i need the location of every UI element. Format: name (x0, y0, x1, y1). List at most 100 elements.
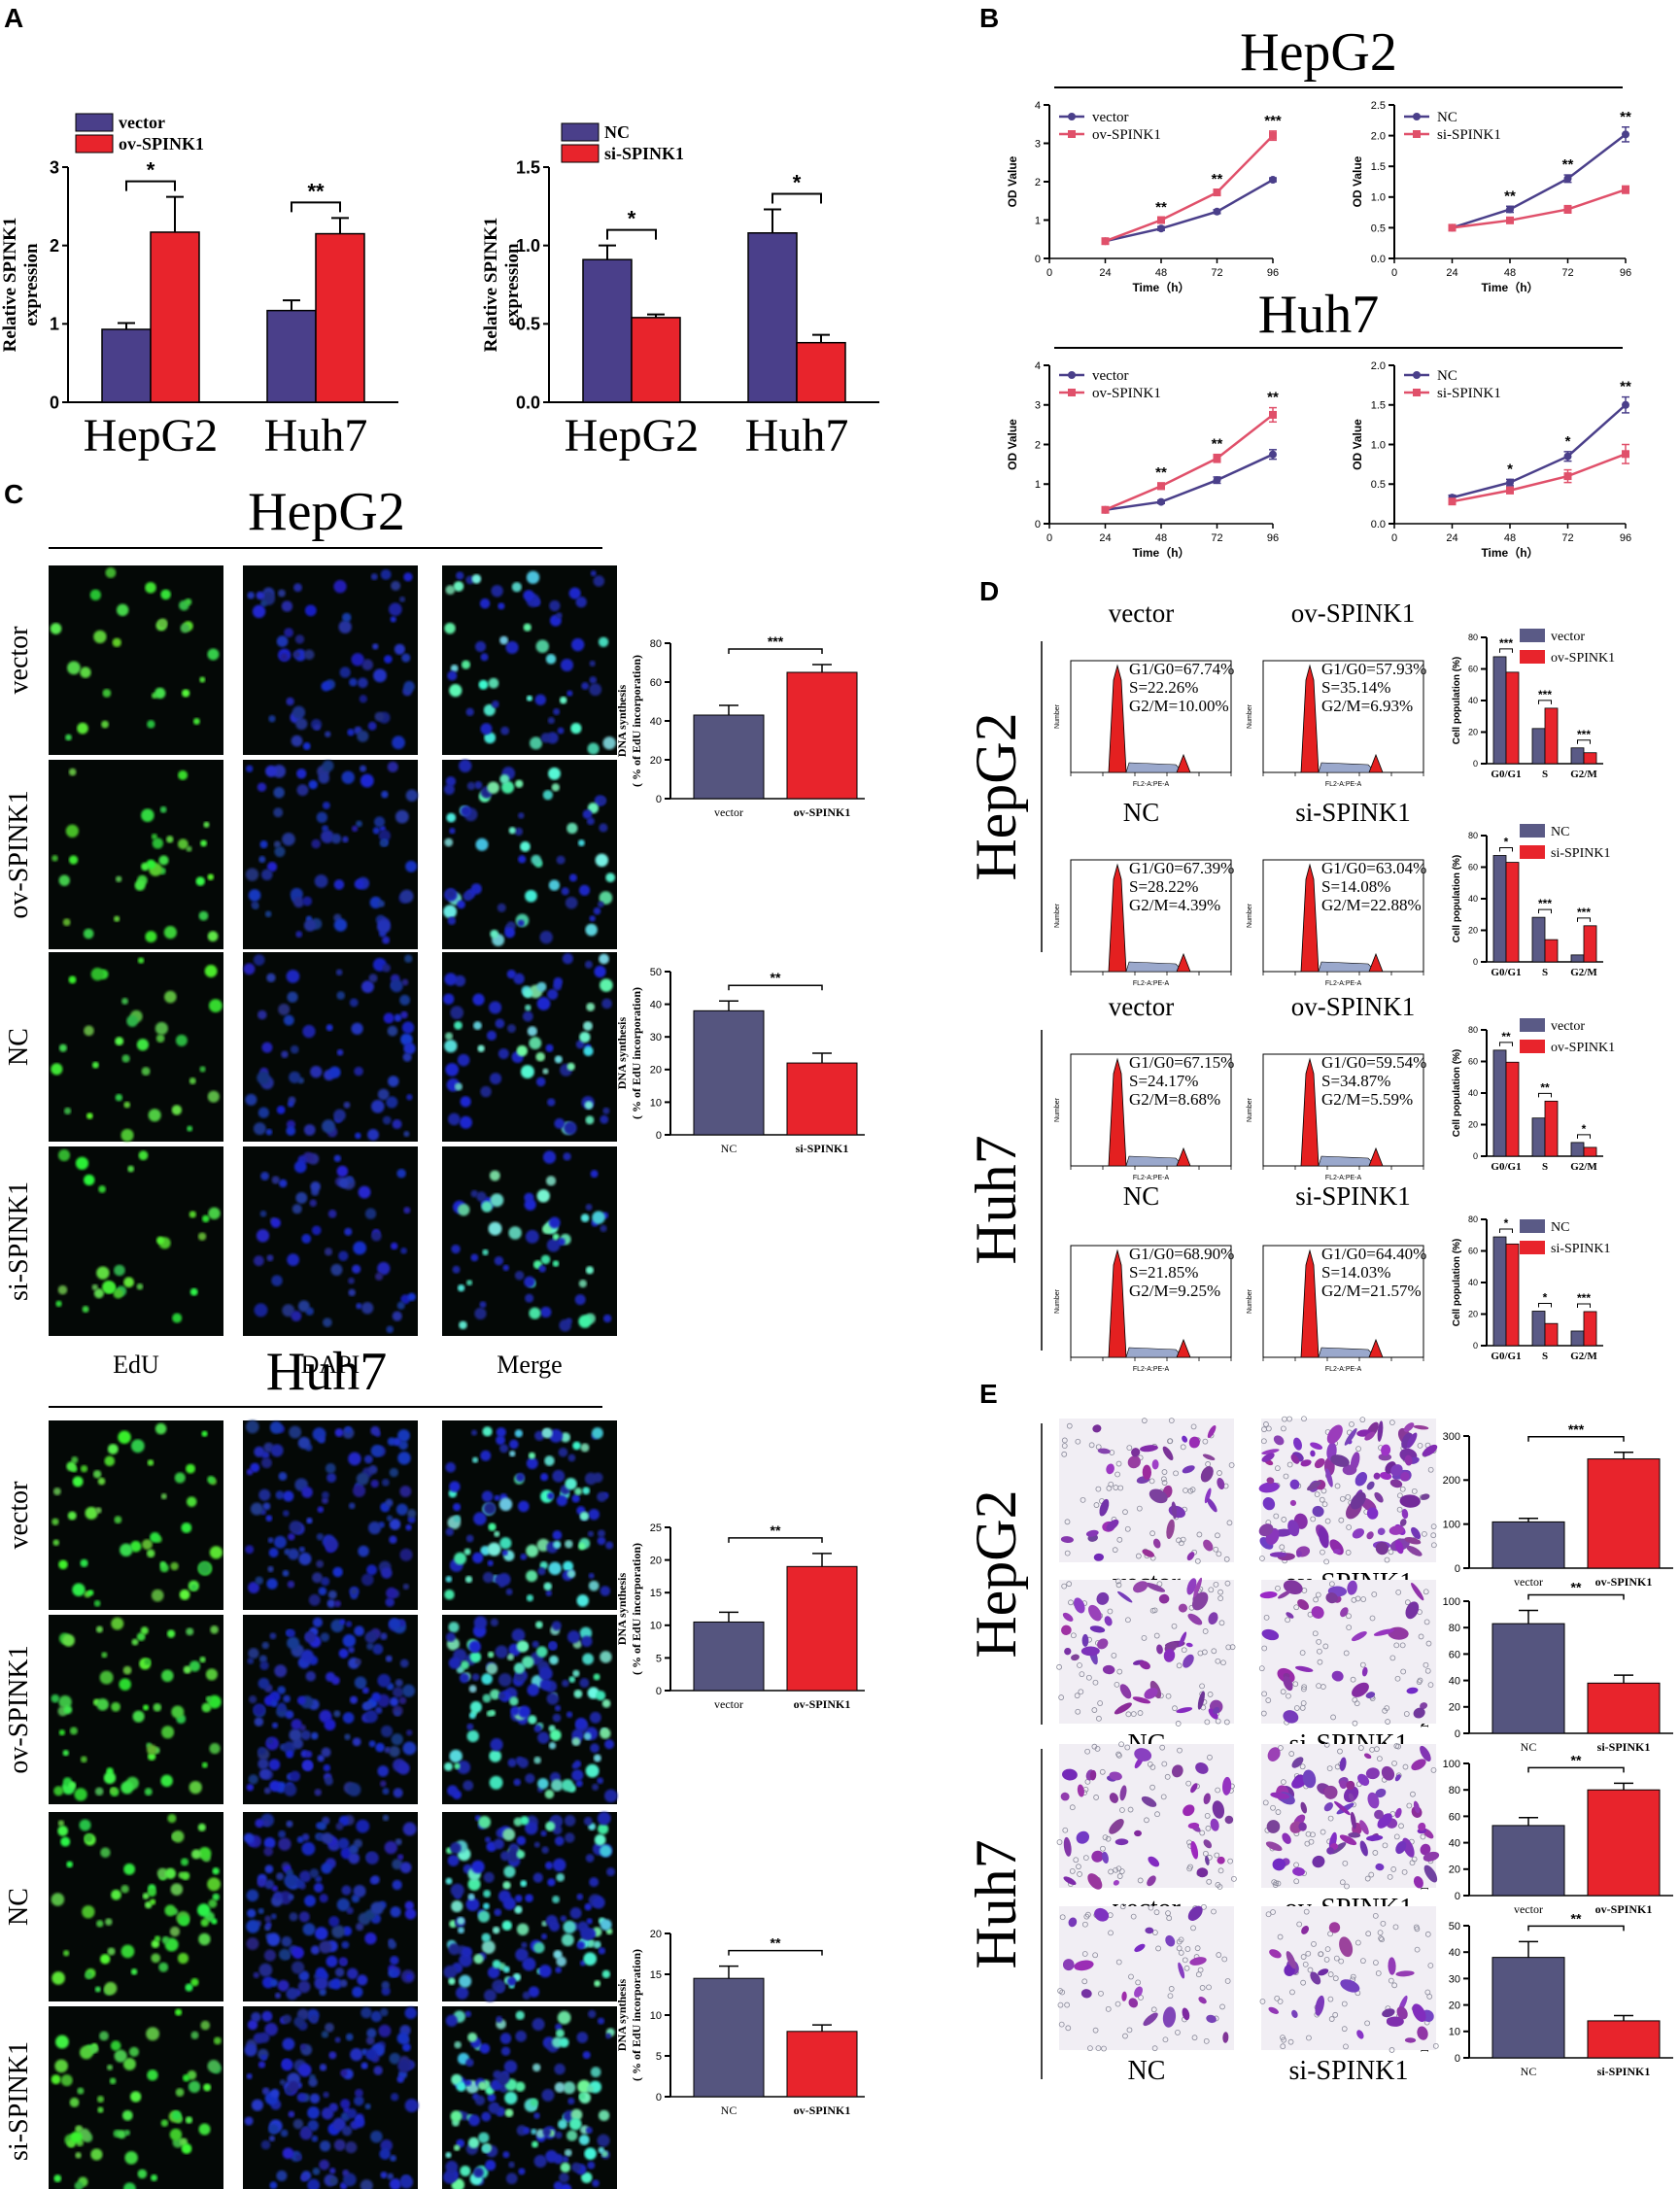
transwell-pore (1081, 1951, 1088, 1957)
invaded-cell (1258, 1523, 1274, 1537)
cell-nucleus (279, 1948, 291, 1961)
transwell-pore (1287, 2038, 1294, 2045)
B4-ytick-label: 2.0 (1371, 360, 1386, 372)
invaded-cell (1266, 1477, 1275, 1484)
cell-nucleus (389, 2177, 401, 2189)
cell-nucleus (589, 683, 602, 697)
cell-nucleus (269, 1780, 281, 1792)
cell-nucleus (66, 1861, 74, 1868)
invaded-cell (1291, 1757, 1304, 1768)
transwell-pore (1424, 1931, 1431, 1937)
cell-nucleus (280, 2129, 289, 2138)
cell-nucleus (154, 1935, 161, 1942)
cell-nucleus (401, 978, 409, 986)
cell-nucleus (52, 1539, 60, 1547)
invaded-cell (1333, 1549, 1342, 1555)
cell-nucleus (513, 973, 525, 985)
cell-nucleus (260, 1457, 272, 1469)
cell-nucleus (448, 1622, 460, 1633)
cell-nucleus (147, 1459, 154, 1466)
cell-nucleus (364, 1709, 378, 1724)
histogram-stat: G2/M=5.59% (1321, 1090, 1413, 1109)
transwell-pore (1091, 1743, 1098, 1750)
D3-sig-label: ** (1540, 1080, 1550, 1094)
invaded-cell (1325, 1592, 1338, 1604)
cell-nucleus (257, 1071, 270, 1085)
cell-nucleus (154, 1021, 168, 1036)
cell-nucleus (356, 1472, 369, 1486)
D4-category-label: G2/M (1570, 1351, 1597, 1362)
D2-ytick-label: 40 (1468, 894, 1478, 904)
D3-ytick-label: 0 (1473, 1151, 1478, 1161)
cell-nucleus (83, 928, 94, 940)
microscopy-image-hepg2-0-DAPI (243, 565, 418, 755)
cell-nucleus (501, 1550, 508, 1556)
D3-bar-vector (1570, 1142, 1585, 1157)
invaded-cell (1312, 1855, 1325, 1868)
cell-nucleus (284, 1873, 298, 1888)
cell-nucleus (547, 1492, 555, 1500)
cell-nucleus (556, 1873, 566, 1882)
cell-nucleus (266, 973, 276, 983)
cell-nucleus (367, 1521, 382, 1535)
histogram-y-label: Number (1247, 903, 1253, 928)
invaded-cell (1290, 1454, 1300, 1464)
cell-nucleus (208, 1898, 218, 1908)
transwell-pore (1327, 1931, 1333, 1937)
cell-nucleus (257, 1758, 269, 1770)
transwell-pore (1161, 1469, 1168, 1475)
E1-ytick-label: 200 (1443, 1475, 1460, 1487)
cell-nucleus (443, 993, 455, 1005)
cell-nucleus (496, 1984, 505, 1994)
cell-nucleus (578, 1279, 587, 1288)
transwell-pore (1259, 1999, 1266, 2004)
transwell-pore (1410, 1791, 1416, 1797)
B3-line-ov-SPINK1 (1105, 413, 1274, 511)
cell-nucleus (448, 1977, 456, 1985)
cell-nucleus (478, 2132, 490, 2143)
transwell-pore (1113, 1866, 1119, 1873)
transwell-pore (1387, 1873, 1393, 1880)
C4-sig-label: ** (771, 1935, 781, 1951)
invaded-cell (1080, 1989, 1092, 1999)
cell-nucleus (475, 838, 489, 851)
cell-nucleus (258, 1488, 271, 1501)
cell-nucleus (571, 1494, 580, 1503)
cell-nucleus (481, 2143, 491, 2154)
transwell-pore (1402, 1763, 1409, 1770)
cell-nucleus (572, 1441, 581, 1451)
cell-nucleus (583, 1045, 594, 1057)
cell-nucleus (151, 1589, 164, 1602)
invaded-cell (1222, 2032, 1229, 2043)
transwell-pore (1280, 2043, 1286, 2050)
transwell-pore (1059, 1989, 1066, 1996)
C2-ytick-label: 50 (650, 967, 662, 978)
cell-nucleus (584, 2147, 597, 2160)
transwell-pore (1357, 1745, 1364, 1751)
histogram-label: si-SPINK1 (1295, 798, 1411, 827)
cell-nucleus (401, 653, 411, 663)
cell-nucleus (487, 1651, 495, 1659)
cell-nucleus (559, 2037, 569, 2048)
cell-nucleus (445, 585, 456, 596)
cell-nucleus (323, 1763, 331, 1772)
transwell-pore (1293, 1862, 1299, 1868)
C4-bar-ov-SPINK1 (786, 2031, 858, 2098)
cell-nucleus (256, 1229, 270, 1243)
histogram-x-label: FL2-A:PE-A (1133, 1366, 1170, 1373)
invaded-cell (1413, 1424, 1429, 1430)
cell-nucleus (146, 2027, 160, 2041)
invaded-cell (1190, 1783, 1198, 1794)
cell-nucleus (489, 1750, 502, 1762)
cell-nucleus (212, 1893, 220, 1901)
cell-nucleus (181, 1522, 192, 1533)
cell-nucleus (492, 701, 499, 708)
B1-xtick-label: 96 (1267, 267, 1279, 279)
c-row-label: ov-SPINK1 (4, 1645, 34, 1773)
transwell-pore (1079, 1671, 1085, 1678)
cell-nucleus (305, 1671, 317, 1682)
cell-nucleus (327, 1590, 337, 1599)
B4-ytick-label: 0.0 (1371, 519, 1386, 530)
transwell-pore (1270, 1804, 1276, 1811)
